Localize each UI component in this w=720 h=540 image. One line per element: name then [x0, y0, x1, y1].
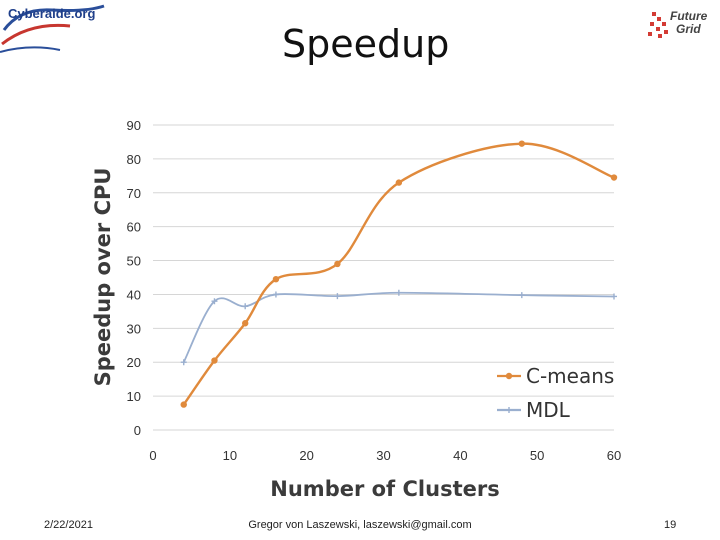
legend: C-means MDL: [497, 364, 614, 422]
data-point-mdl: [242, 303, 249, 310]
grid-lines: [153, 124, 614, 431]
y-tick-label: 0: [134, 423, 141, 438]
x-tick-label: 50: [530, 448, 544, 463]
slide-title: Speedup: [282, 22, 450, 66]
x-tick-label: 30: [376, 448, 390, 463]
futuregrid-logo-line2: Grid: [676, 22, 701, 36]
data-point-mdl: [211, 298, 218, 305]
data-point-c-means: [272, 275, 280, 283]
futuregrid-logo-line1: Future: [670, 9, 708, 23]
futuregrid-logo: Future Grid: [648, 9, 708, 38]
y-tick-label: 60: [127, 220, 141, 235]
data-point-mdl: [334, 293, 341, 300]
x-axis-title: Number of Clusters: [270, 477, 499, 501]
cyberaide-logo: Cyberaide.org: [0, 4, 105, 53]
y-tick-label: 40: [127, 287, 141, 302]
data-point-c-means: [395, 179, 403, 186]
footer-author: Gregor von Laszewski, laszewski@gmail.co…: [248, 519, 472, 531]
footer-date: 2/22/2021: [44, 519, 93, 531]
y-tick-label: 90: [127, 118, 141, 133]
legend-label-c-means: C-means: [526, 364, 614, 388]
x-tick-label: 40: [453, 448, 467, 463]
data-point-c-means: [180, 401, 187, 408]
data-point-c-means: [242, 320, 249, 327]
y-tick-label: 80: [127, 152, 141, 167]
legend-label-mdl: MDL: [526, 398, 571, 422]
y-tick-label: 10: [127, 389, 141, 404]
x-tick-label: 20: [299, 448, 313, 463]
legend-marker-mdl: [506, 407, 512, 413]
data-point-mdl: [395, 289, 402, 296]
y-tick-label: 70: [127, 186, 141, 201]
data-point-c-means: [610, 174, 618, 181]
data-point-mdl: [518, 292, 525, 299]
series-line-mdl: [182, 291, 615, 363]
data-point-mdl: [272, 291, 279, 298]
data-point-c-means: [518, 140, 525, 147]
x-tick-label: 60: [607, 448, 621, 463]
cyberaide-logo-text: Cyberaide.org: [8, 6, 95, 21]
x-tick-label: 0: [149, 448, 156, 463]
legend-marker-c-means: [505, 372, 513, 380]
data-point-c-means: [211, 357, 218, 364]
x-tick-label: 10: [223, 448, 237, 463]
y-tick-labels: 0 10 20 30 40 50 60 70 80 90: [127, 118, 141, 438]
data-point-mdl: [180, 359, 187, 366]
y-axis-title: Speedup over CPU: [91, 168, 115, 387]
data-point-mdl: [611, 293, 617, 300]
data-point-c-means: [334, 260, 341, 268]
series-layer: [180, 140, 618, 408]
x-tick-labels: 0 10 20 30 40 50 60: [149, 448, 621, 463]
footer-page-number: 19: [664, 519, 677, 531]
y-tick-label: 20: [127, 355, 141, 370]
y-tick-label: 50: [127, 254, 141, 269]
y-tick-label: 30: [127, 321, 141, 336]
